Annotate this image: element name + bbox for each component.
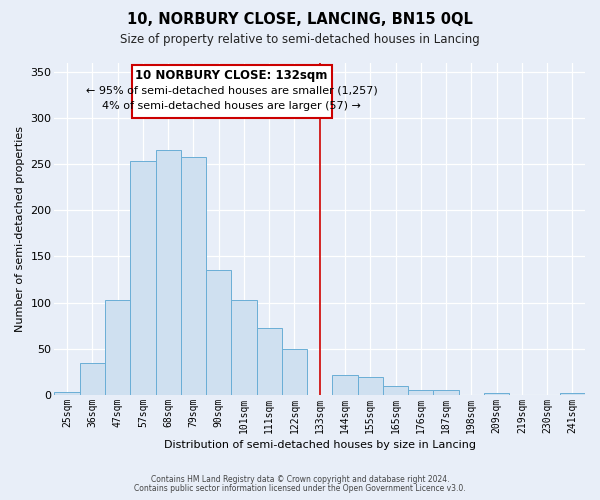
Text: 4% of semi-detached houses are larger (57) →: 4% of semi-detached houses are larger (5…	[102, 102, 361, 112]
Bar	[484, 393, 509, 395]
Bar	[560, 393, 585, 395]
Bar	[55, 392, 80, 395]
Y-axis label: Number of semi-detached properties: Number of semi-detached properties	[15, 126, 25, 332]
Bar	[105, 300, 130, 395]
Bar	[232, 300, 257, 395]
Bar	[358, 378, 383, 395]
X-axis label: Distribution of semi-detached houses by size in Lancing: Distribution of semi-detached houses by …	[164, 440, 476, 450]
Text: 10 NORBURY CLOSE: 132sqm: 10 NORBURY CLOSE: 132sqm	[136, 69, 328, 82]
Bar	[130, 162, 155, 395]
Text: Size of property relative to semi-detached houses in Lancing: Size of property relative to semi-detach…	[120, 32, 480, 46]
Bar	[80, 362, 105, 395]
Bar	[282, 349, 307, 395]
Bar	[408, 390, 433, 395]
Bar	[155, 150, 181, 395]
Text: ← 95% of semi-detached houses are smaller (1,257): ← 95% of semi-detached houses are smalle…	[86, 85, 377, 95]
Text: Contains public sector information licensed under the Open Government Licence v3: Contains public sector information licen…	[134, 484, 466, 493]
FancyBboxPatch shape	[131, 66, 332, 118]
Text: 10, NORBURY CLOSE, LANCING, BN15 0QL: 10, NORBURY CLOSE, LANCING, BN15 0QL	[127, 12, 473, 28]
Bar	[257, 328, 282, 395]
Bar	[433, 390, 458, 395]
Bar	[206, 270, 232, 395]
Bar	[383, 386, 408, 395]
Bar	[332, 374, 358, 395]
Text: Contains HM Land Registry data © Crown copyright and database right 2024.: Contains HM Land Registry data © Crown c…	[151, 474, 449, 484]
Bar	[181, 156, 206, 395]
